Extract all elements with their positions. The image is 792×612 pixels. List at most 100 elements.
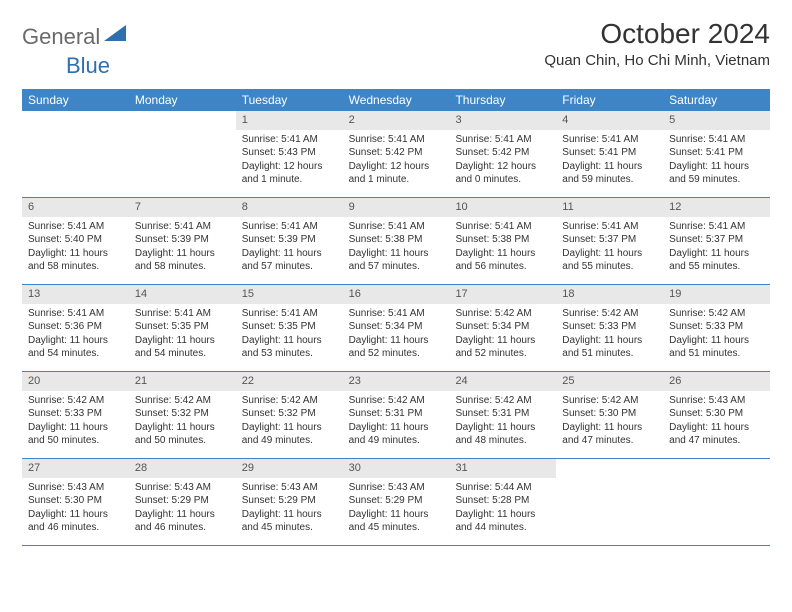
day-number: 25 <box>556 372 663 391</box>
weekday-header-row: SundayMondayTuesdayWednesdayThursdayFrid… <box>22 89 770 111</box>
day-number: 31 <box>449 459 556 478</box>
sunset-line: Sunset: 5:42 PM <box>455 146 550 160</box>
day-number: 28 <box>129 459 236 478</box>
sunrise-line: Sunrise: 5:44 AM <box>455 481 550 495</box>
day-cell: 21Sunrise: 5:42 AMSunset: 5:32 PMDayligh… <box>129 372 236 458</box>
day-cell: 15Sunrise: 5:41 AMSunset: 5:35 PMDayligh… <box>236 285 343 371</box>
day-number: 27 <box>22 459 129 478</box>
sunrise-line: Sunrise: 5:43 AM <box>135 481 230 495</box>
day-body: Sunrise: 5:43 AMSunset: 5:30 PMDaylight:… <box>663 391 770 452</box>
day-number: 5 <box>663 111 770 130</box>
logo: General <box>22 18 126 50</box>
day-cell: 28Sunrise: 5:43 AMSunset: 5:29 PMDayligh… <box>129 459 236 545</box>
sunset-line: Sunset: 5:41 PM <box>562 146 657 160</box>
day-number: 7 <box>129 198 236 217</box>
sunrise-line: Sunrise: 5:42 AM <box>455 307 550 321</box>
daylight-line: Daylight: 11 hours and 55 minutes. <box>562 247 657 274</box>
sunrise-line: Sunrise: 5:41 AM <box>562 220 657 234</box>
sunrise-line: Sunrise: 5:41 AM <box>669 220 764 234</box>
day-body: Sunrise: 5:44 AMSunset: 5:28 PMDaylight:… <box>449 478 556 539</box>
day-cell: 7Sunrise: 5:41 AMSunset: 5:39 PMDaylight… <box>129 198 236 284</box>
sunset-line: Sunset: 5:33 PM <box>28 407 123 421</box>
day-number <box>663 459 770 463</box>
sunrise-line: Sunrise: 5:41 AM <box>242 307 337 321</box>
daylight-line: Daylight: 11 hours and 57 minutes. <box>242 247 337 274</box>
daylight-line: Daylight: 11 hours and 51 minutes. <box>562 334 657 361</box>
daylight-line: Daylight: 11 hours and 54 minutes. <box>135 334 230 361</box>
day-body: Sunrise: 5:42 AMSunset: 5:32 PMDaylight:… <box>236 391 343 452</box>
calendar: SundayMondayTuesdayWednesdayThursdayFrid… <box>22 89 770 546</box>
sunrise-line: Sunrise: 5:41 AM <box>455 133 550 147</box>
sunset-line: Sunset: 5:37 PM <box>669 233 764 247</box>
sunrise-line: Sunrise: 5:41 AM <box>135 220 230 234</box>
sunset-line: Sunset: 5:38 PM <box>349 233 444 247</box>
daylight-line: Daylight: 12 hours and 1 minute. <box>242 160 337 187</box>
day-cell <box>129 111 236 197</box>
sunrise-line: Sunrise: 5:41 AM <box>28 307 123 321</box>
sunset-line: Sunset: 5:36 PM <box>28 320 123 334</box>
day-cell: 4Sunrise: 5:41 AMSunset: 5:41 PMDaylight… <box>556 111 663 197</box>
weeks-container: 1Sunrise: 5:41 AMSunset: 5:43 PMDaylight… <box>22 111 770 546</box>
logo-triangle-icon <box>104 25 126 41</box>
daylight-line: Daylight: 11 hours and 54 minutes. <box>28 334 123 361</box>
sunset-line: Sunset: 5:42 PM <box>349 146 444 160</box>
sunrise-line: Sunrise: 5:41 AM <box>349 133 444 147</box>
sunset-line: Sunset: 5:33 PM <box>562 320 657 334</box>
daylight-line: Daylight: 11 hours and 50 minutes. <box>28 421 123 448</box>
sunrise-line: Sunrise: 5:43 AM <box>242 481 337 495</box>
sunset-line: Sunset: 5:32 PM <box>242 407 337 421</box>
day-number <box>556 459 663 463</box>
day-cell: 6Sunrise: 5:41 AMSunset: 5:40 PMDaylight… <box>22 198 129 284</box>
day-cell: 14Sunrise: 5:41 AMSunset: 5:35 PMDayligh… <box>129 285 236 371</box>
sunset-line: Sunset: 5:29 PM <box>242 494 337 508</box>
day-body: Sunrise: 5:41 AMSunset: 5:39 PMDaylight:… <box>236 217 343 278</box>
day-body: Sunrise: 5:41 AMSunset: 5:35 PMDaylight:… <box>236 304 343 365</box>
day-body: Sunrise: 5:42 AMSunset: 5:33 PMDaylight:… <box>663 304 770 365</box>
day-number: 2 <box>343 111 450 130</box>
day-body: Sunrise: 5:41 AMSunset: 5:36 PMDaylight:… <box>22 304 129 365</box>
day-cell: 16Sunrise: 5:41 AMSunset: 5:34 PMDayligh… <box>343 285 450 371</box>
day-body: Sunrise: 5:41 AMSunset: 5:42 PMDaylight:… <box>449 130 556 191</box>
day-number: 8 <box>236 198 343 217</box>
sunrise-line: Sunrise: 5:42 AM <box>669 307 764 321</box>
day-cell: 29Sunrise: 5:43 AMSunset: 5:29 PMDayligh… <box>236 459 343 545</box>
sunrise-line: Sunrise: 5:42 AM <box>28 394 123 408</box>
sunset-line: Sunset: 5:35 PM <box>135 320 230 334</box>
sunrise-line: Sunrise: 5:42 AM <box>562 394 657 408</box>
day-body: Sunrise: 5:41 AMSunset: 5:34 PMDaylight:… <box>343 304 450 365</box>
daylight-line: Daylight: 11 hours and 52 minutes. <box>455 334 550 361</box>
day-number: 9 <box>343 198 450 217</box>
sunset-line: Sunset: 5:34 PM <box>349 320 444 334</box>
daylight-line: Daylight: 11 hours and 45 minutes. <box>242 508 337 535</box>
daylight-line: Daylight: 11 hours and 44 minutes. <box>455 508 550 535</box>
daylight-line: Daylight: 11 hours and 47 minutes. <box>562 421 657 448</box>
day-body: Sunrise: 5:42 AMSunset: 5:31 PMDaylight:… <box>449 391 556 452</box>
day-body: Sunrise: 5:41 AMSunset: 5:39 PMDaylight:… <box>129 217 236 278</box>
day-number: 10 <box>449 198 556 217</box>
sunset-line: Sunset: 5:37 PM <box>562 233 657 247</box>
day-cell: 22Sunrise: 5:42 AMSunset: 5:32 PMDayligh… <box>236 372 343 458</box>
day-body: Sunrise: 5:41 AMSunset: 5:41 PMDaylight:… <box>556 130 663 191</box>
sunrise-line: Sunrise: 5:42 AM <box>562 307 657 321</box>
day-body: Sunrise: 5:42 AMSunset: 5:33 PMDaylight:… <box>22 391 129 452</box>
day-number: 3 <box>449 111 556 130</box>
day-body: Sunrise: 5:43 AMSunset: 5:29 PMDaylight:… <box>236 478 343 539</box>
sunrise-line: Sunrise: 5:41 AM <box>135 307 230 321</box>
sunset-line: Sunset: 5:29 PM <box>349 494 444 508</box>
weekday-header: Sunday <box>22 89 129 111</box>
sunrise-line: Sunrise: 5:41 AM <box>669 133 764 147</box>
daylight-line: Daylight: 11 hours and 58 minutes. <box>28 247 123 274</box>
sunset-line: Sunset: 5:30 PM <box>562 407 657 421</box>
daylight-line: Daylight: 11 hours and 59 minutes. <box>562 160 657 187</box>
week-row: 13Sunrise: 5:41 AMSunset: 5:36 PMDayligh… <box>22 285 770 372</box>
day-cell: 25 Sunrise: 5:42 AMSunset: 5:30 PMDayligh… <box>556 372 663 458</box>
day-body: Sunrise: 5:41 AMSunset: 5:40 PMDaylight:… <box>22 217 129 278</box>
day-cell: 11Sunrise: 5:41 AMSunset: 5:37 PMDayligh… <box>556 198 663 284</box>
logo-text-blue: Blue <box>66 53 110 78</box>
day-body: Sunrise: 5:41 AMSunset: 5:43 PMDaylight:… <box>236 130 343 191</box>
day-number: 12 <box>663 198 770 217</box>
daylight-line: Daylight: 11 hours and 58 minutes. <box>135 247 230 274</box>
day-cell: 17Sunrise: 5:42 AMSunset: 5:34 PMDayligh… <box>449 285 556 371</box>
day-number: 24 <box>449 372 556 391</box>
day-cell: 27Sunrise: 5:43 AMSunset: 5:30 PMDayligh… <box>22 459 129 545</box>
